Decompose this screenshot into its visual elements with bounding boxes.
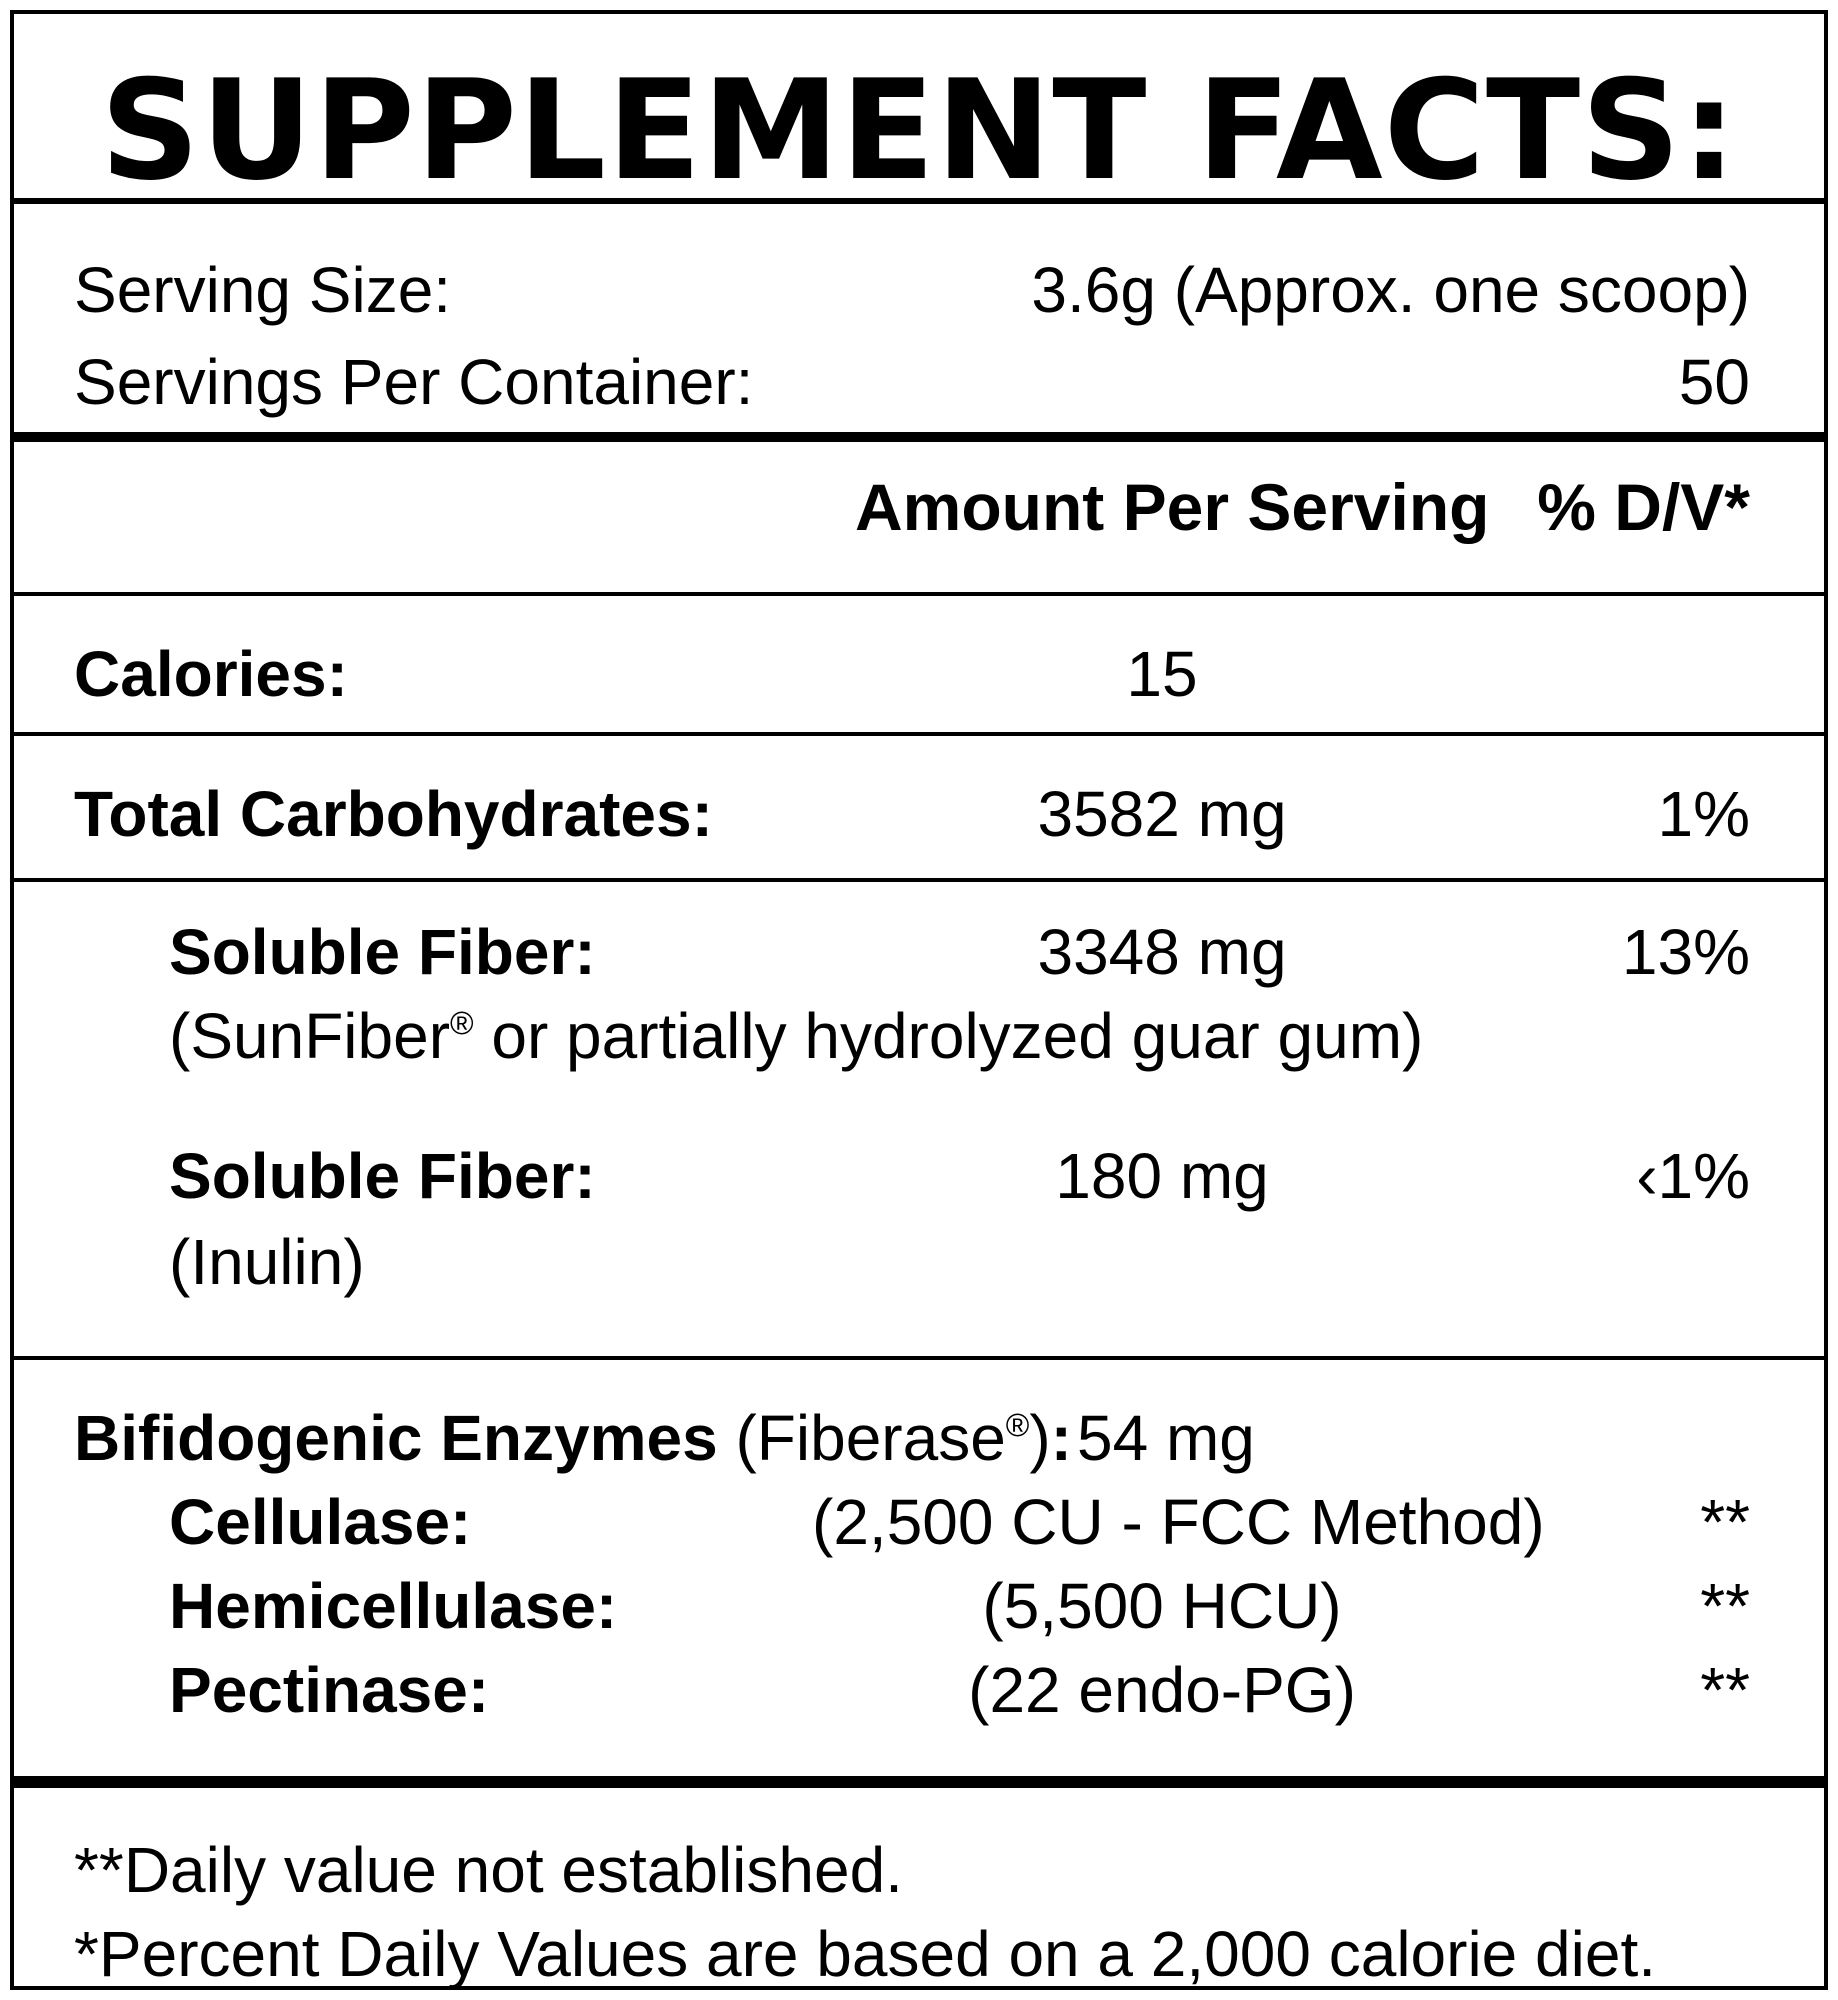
serving-size-label: Serving Size: xyxy=(74,254,452,326)
serving-size-value: 3.6g (Approx. one scoop) xyxy=(1031,254,1750,326)
pectinase-amount: (22 endo-PG) xyxy=(968,1654,1356,1726)
divider-header xyxy=(14,592,1824,596)
fiberase-paren-post: ) xyxy=(1029,1402,1051,1474)
amount-per-serving-header: Amount Per Serving xyxy=(855,470,1490,544)
soluble-fiber-label: Soluble Fiber: xyxy=(169,1140,596,1212)
divider-thick-enzymes xyxy=(14,1776,1824,1788)
calories-label: Calories: xyxy=(74,638,348,710)
bifidogenic-enzymes-label: Bifidogenic Enzymes xyxy=(74,1402,718,1474)
supplement-facts-panel: SUPPLEMENT FACTS: Serving Size: 3.6g (Ap… xyxy=(10,10,1828,1990)
soluble-fiber-source-note: (SunFiber® or partially hydrolyzed guar … xyxy=(169,1004,1423,1068)
divider-carbs xyxy=(14,878,1824,882)
enzymes-colon: : xyxy=(1050,1402,1072,1474)
servings-per-container-label: Servings Per Container: xyxy=(74,346,754,418)
soluble-fiber-dv: ‹1% xyxy=(1636,1140,1750,1212)
divider-title xyxy=(14,198,1824,204)
soluble-fiber-label: Soluble Fiber: xyxy=(169,916,596,988)
servings-per-container-value: 50 xyxy=(1678,346,1750,418)
hemicellulase-dv: ** xyxy=(1700,1570,1750,1642)
soluble-fiber-amount: 3348 mg xyxy=(1037,916,1287,988)
soluble-fiber-note-post: or partially hydrolyzed guar gum) xyxy=(473,1000,1424,1072)
footnote-daily-value-not-established: **Daily value not established. xyxy=(74,1834,903,1906)
pectinase-dv: ** xyxy=(1700,1654,1750,1726)
total-carbohydrates-dv: 1% xyxy=(1657,778,1751,850)
cellulase-amount: (2,500 CU - FCC Method) xyxy=(812,1486,1545,1558)
total-carbohydrates-label: Total Carbohydrates: xyxy=(74,778,713,850)
registered-mark: ® xyxy=(450,1005,474,1041)
cellulase-dv: ** xyxy=(1700,1486,1750,1558)
daily-value-header: % D/V* xyxy=(1537,470,1750,544)
bifidogenic-enzymes-amount: 54 mg xyxy=(1077,1402,1255,1474)
divider-calories xyxy=(14,732,1824,736)
soluble-fiber-amount: 180 mg xyxy=(1055,1140,1269,1212)
hemicellulase-label: Hemicellulase: xyxy=(169,1570,618,1642)
registered-mark: ® xyxy=(1005,1407,1030,1443)
bifidogenic-enzymes-row: Bifidogenic Enzymes (Fiberase®): xyxy=(74,1406,1072,1470)
soluble-fiber-source-note: (Inulin) xyxy=(169,1226,365,1298)
pectinase-label: Pectinase: xyxy=(169,1654,490,1726)
calories-amount: 15 xyxy=(1126,638,1198,710)
cellulase-label: Cellulase: xyxy=(169,1486,472,1558)
divider-fiber xyxy=(14,1356,1824,1360)
soluble-fiber-note-pre: (SunFiber xyxy=(169,1000,450,1072)
hemicellulase-amount: (5,500 HCU) xyxy=(982,1570,1342,1642)
total-carbohydrates-amount: 3582 mg xyxy=(1037,778,1287,850)
panel-title: SUPPLEMENT FACTS: xyxy=(100,50,1738,211)
soluble-fiber-dv: 13% xyxy=(1621,916,1750,988)
footnote-percent-daily-values: *Percent Daily Values are based on a 2,0… xyxy=(74,1918,1656,1990)
divider-thick-serving xyxy=(14,432,1824,442)
fiberase-paren-pre: (Fiberase xyxy=(735,1402,1006,1474)
